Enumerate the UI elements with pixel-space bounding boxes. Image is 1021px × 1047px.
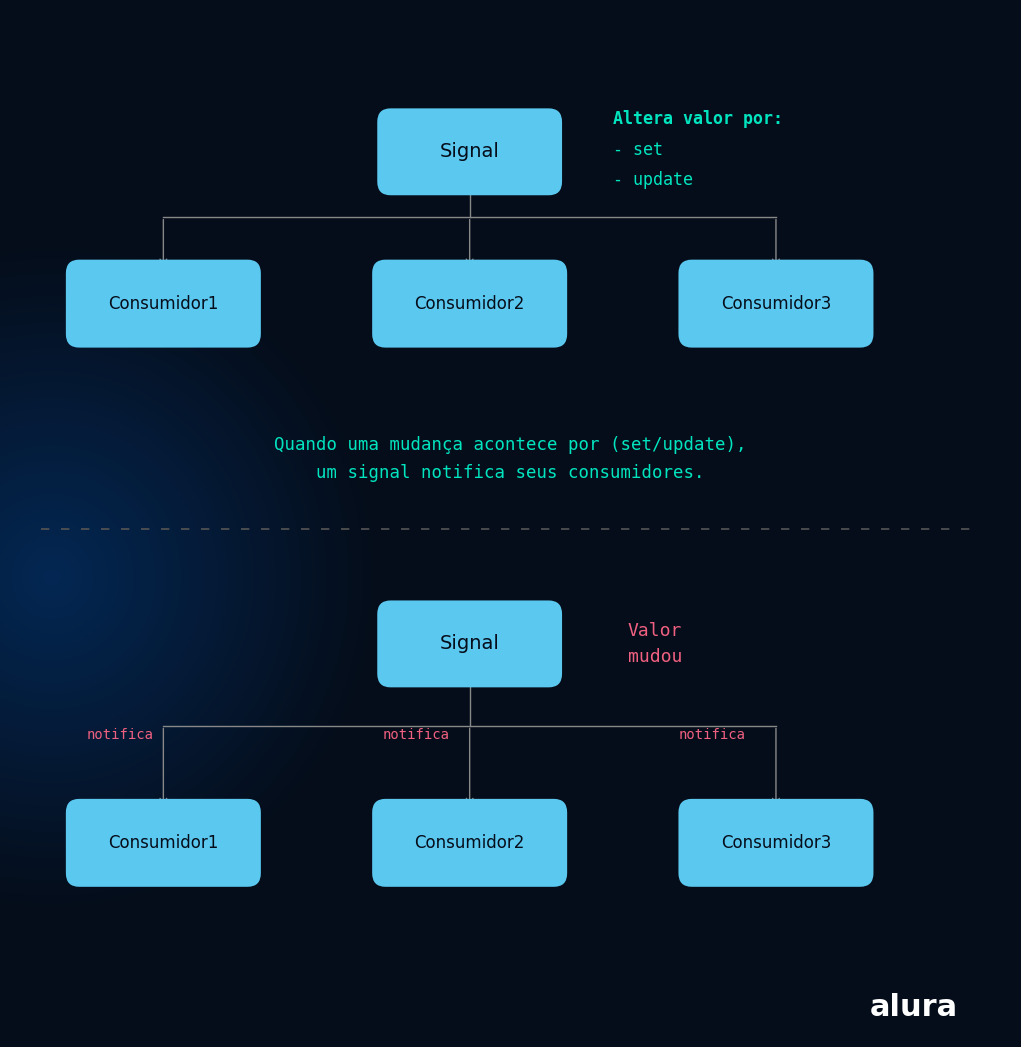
Text: Consumidor1: Consumidor1 xyxy=(108,833,218,852)
FancyBboxPatch shape xyxy=(378,601,562,688)
Text: Consumidor3: Consumidor3 xyxy=(721,833,831,852)
Text: alura: alura xyxy=(870,993,958,1022)
FancyBboxPatch shape xyxy=(372,799,568,887)
FancyBboxPatch shape xyxy=(372,260,568,348)
Text: Quando uma mudança acontece por (set/update),: Quando uma mudança acontece por (set/upd… xyxy=(275,436,746,454)
Text: Consumidor2: Consumidor2 xyxy=(415,833,525,852)
Text: notifica: notifica xyxy=(87,728,154,742)
Text: Consumidor3: Consumidor3 xyxy=(721,294,831,313)
Text: Signal: Signal xyxy=(440,142,499,161)
Text: um signal notifica seus consumidores.: um signal notifica seus consumidores. xyxy=(317,464,704,483)
Text: notifica: notifica xyxy=(679,728,746,742)
FancyBboxPatch shape xyxy=(678,799,873,887)
FancyBboxPatch shape xyxy=(66,799,261,887)
FancyBboxPatch shape xyxy=(678,260,873,348)
Text: Consumidor1: Consumidor1 xyxy=(108,294,218,313)
Text: Valor
mudou: Valor mudou xyxy=(628,622,682,666)
Text: - set
- update: - set - update xyxy=(613,141,692,188)
Text: Consumidor2: Consumidor2 xyxy=(415,294,525,313)
Text: Signal: Signal xyxy=(440,634,499,653)
Text: Altera valor por:: Altera valor por: xyxy=(613,110,783,128)
Text: notifica: notifica xyxy=(383,728,450,742)
FancyBboxPatch shape xyxy=(378,109,562,195)
FancyBboxPatch shape xyxy=(66,260,261,348)
